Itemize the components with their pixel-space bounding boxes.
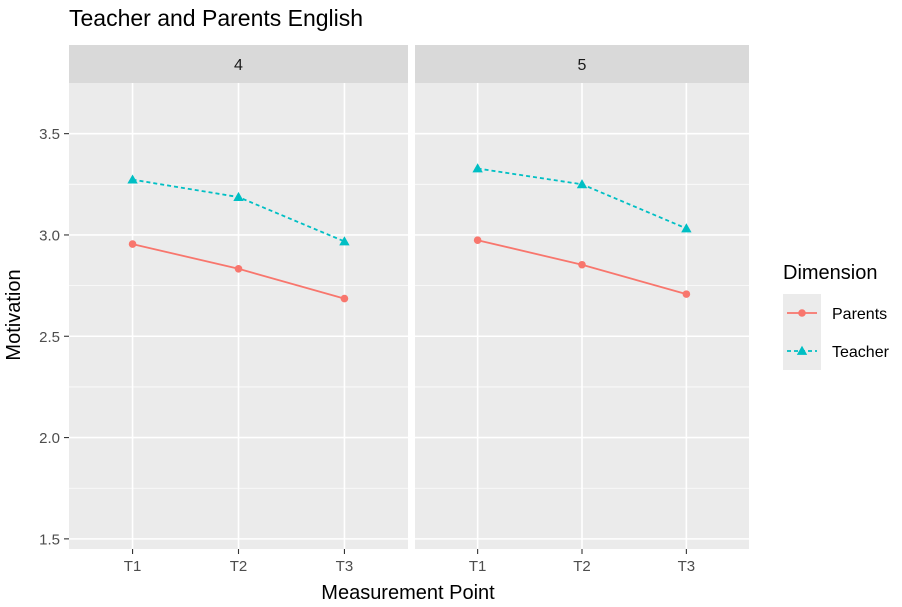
data-point-teacher [233, 191, 244, 201]
facet-strip [415, 45, 749, 83]
facet-strip-label: 4 [234, 57, 243, 74]
data-point-parents [340, 294, 349, 303]
y-tick-label: 2.0 [39, 430, 60, 447]
y-axis-label: Motivation [3, 269, 25, 360]
y-tick-label: 2.5 [39, 329, 60, 346]
facet-strip [69, 45, 408, 83]
legend-key-marker [796, 345, 808, 355]
data-point-parents [234, 264, 243, 273]
data-point-teacher [576, 179, 588, 189]
y-tick-label: 1.5 [39, 531, 60, 548]
data-point-teacher [681, 223, 692, 233]
legend-key-marker [798, 309, 806, 317]
x-tick-label: T2 [230, 558, 248, 575]
x-axis-label: Measurement Point [321, 582, 495, 602]
data-point-parents [128, 240, 137, 248]
legend-item-teacher: Teacher [783, 332, 890, 370]
y-tick-label: 3.5 [39, 126, 60, 143]
y-axis: 1.5 2.0 2.5 3.0 3.5 [39, 126, 69, 548]
facets-group: 1.5 2.0 2.5 3.0 3.5 4 T1 T2 T3 5 T1 T2 T3 [39, 45, 749, 575]
facet-panel-4: 4 T1 T2 T3 [69, 45, 408, 575]
x-tick-label: T1 [124, 558, 142, 575]
facet-strip-label: 5 [578, 57, 587, 74]
data-point-parents [682, 290, 691, 298]
legend: Dimension Parents Teacher [783, 262, 890, 370]
data-point-parents [473, 236, 482, 245]
chart-title: Teacher and Parents English [69, 5, 363, 31]
data-point-teacher [472, 163, 483, 173]
legend-label: Teacher [832, 344, 890, 361]
data-point-parents [578, 260, 586, 269]
x-tick-label: T2 [573, 558, 591, 575]
x-tick-label: T3 [336, 558, 354, 575]
facet-panel-5: 5 T1 T2 T3 [415, 45, 749, 575]
legend-label: Parents [832, 306, 887, 323]
data-point-teacher [127, 174, 138, 184]
data-point-teacher [339, 236, 350, 246]
legend-title: Dimension [783, 262, 877, 284]
x-tick-label: T1 [469, 558, 487, 575]
legend-item-parents: Parents [783, 294, 887, 332]
y-tick-label: 3.0 [39, 227, 60, 244]
x-tick-label: T3 [678, 558, 696, 575]
